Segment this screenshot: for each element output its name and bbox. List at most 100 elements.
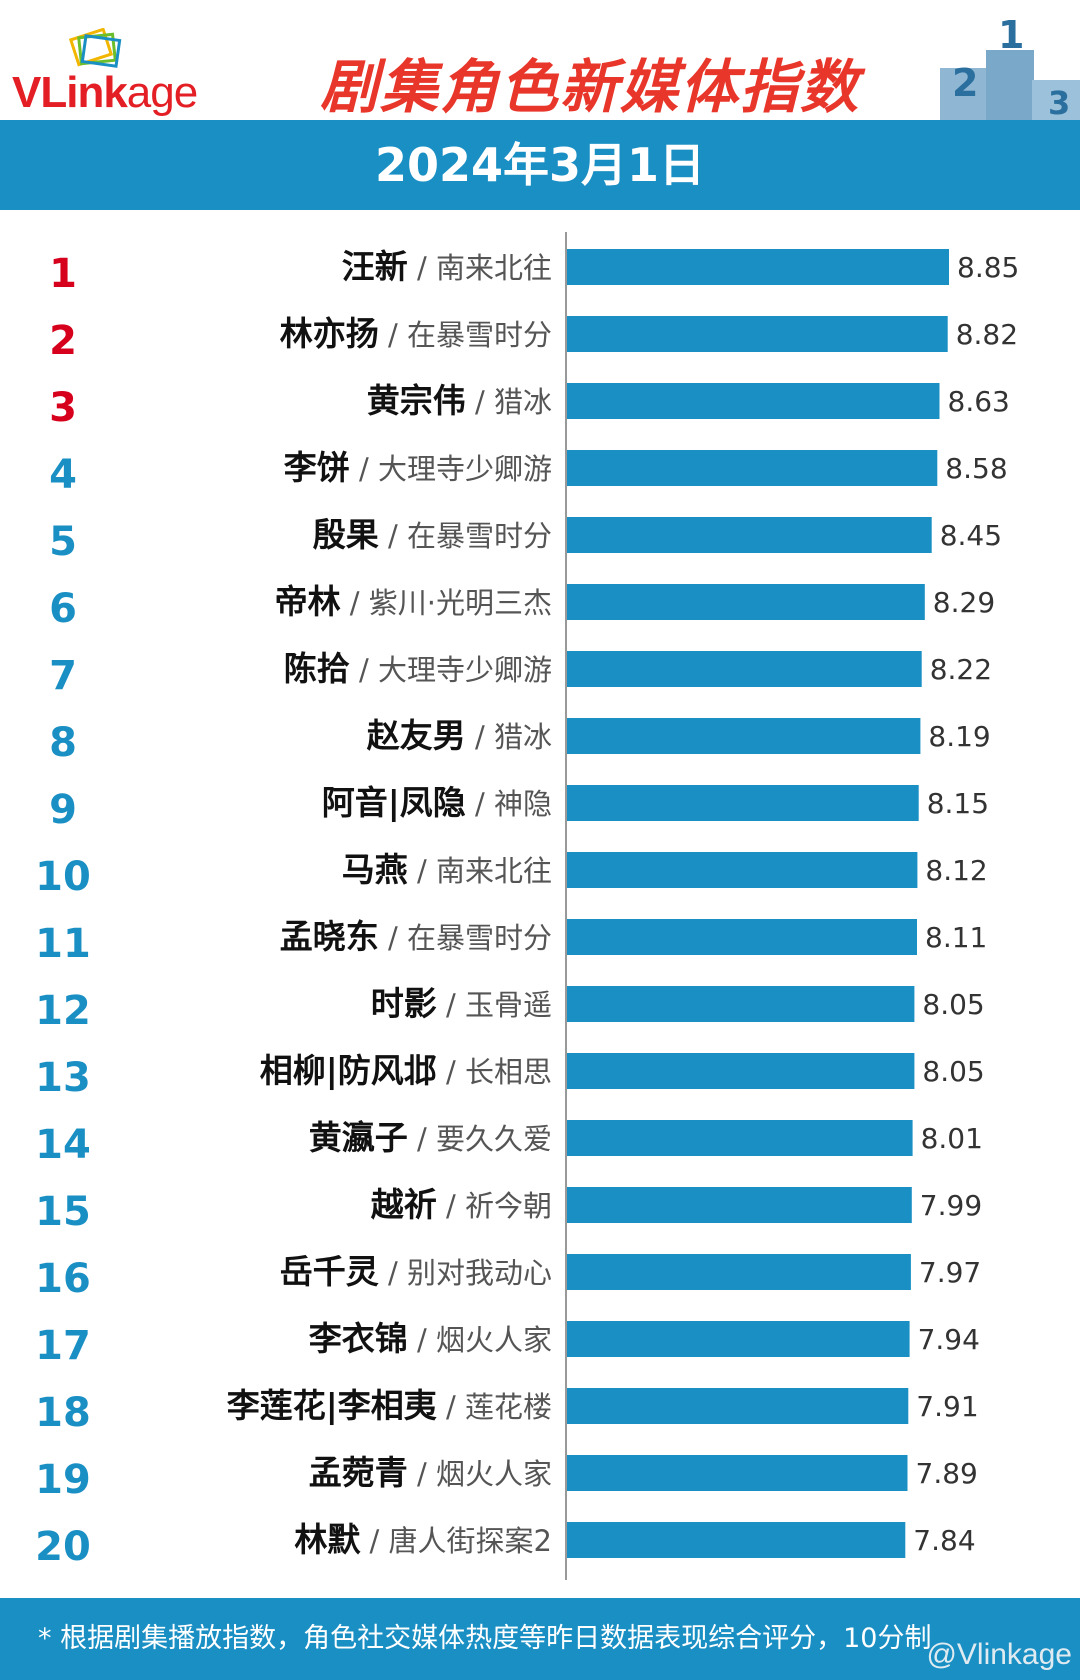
show-title: 别对我动心	[407, 1256, 552, 1290]
value-label: 8.05	[922, 1055, 984, 1088]
value-label: 8.85	[957, 251, 1019, 284]
character-name: 林亦扬	[280, 314, 379, 353]
value-label: 8.01	[921, 1122, 983, 1155]
row-label: 殷果 / 在暴雪时分	[313, 515, 552, 554]
row-label: 时影 / 玉骨遥	[371, 984, 552, 1023]
separator: /	[408, 1122, 436, 1156]
separator: /	[437, 1390, 465, 1424]
character-name: 帝林	[275, 582, 341, 621]
row-label: 赵友男 / 猎冰	[367, 716, 552, 755]
row-label: 相柳|防风邶 / 长相思	[260, 1051, 552, 1090]
value-label: 7.99	[920, 1189, 982, 1222]
row-label: 林默 / 唐人街探案2	[294, 1520, 552, 1559]
bar	[566, 785, 919, 821]
value-label: 8.58	[945, 452, 1007, 485]
value-label: 8.82	[956, 318, 1018, 351]
bar	[566, 1053, 915, 1089]
bar	[566, 1522, 906, 1558]
rank-number: 5	[49, 519, 77, 565]
date-band: 2024年3月1日	[0, 120, 1080, 210]
separator: /	[350, 653, 378, 687]
separator: /	[466, 720, 494, 754]
bar	[566, 1187, 912, 1223]
show-title: 紫川·光明三杰	[369, 586, 552, 620]
character-name: 陈拾	[284, 649, 350, 688]
value-label: 8.11	[925, 921, 987, 954]
separator: /	[379, 318, 407, 352]
rank-number: 2	[49, 318, 77, 364]
bar	[566, 1388, 909, 1424]
value-label: 8.22	[930, 653, 992, 686]
show-title: 长相思	[465, 1055, 552, 1089]
bar	[566, 1254, 911, 1290]
row-label: 李饼 / 大理寺少卿游	[284, 448, 552, 487]
footnote: * 根据剧集播放指数，角色社交媒体热度等昨日数据表现综合评分，10分制	[38, 1623, 932, 1654]
value-label: 8.29	[933, 586, 995, 619]
value-label: 7.84	[913, 1524, 975, 1557]
character-name: 阿音|凤隐	[322, 783, 466, 822]
character-name: 孟菀青	[309, 1453, 408, 1492]
show-title: 大理寺少卿游	[378, 452, 552, 486]
value-label: 7.97	[919, 1256, 981, 1289]
row-label: 岳千灵 / 别对我动心	[280, 1252, 552, 1291]
rank-number: 7	[49, 653, 77, 699]
rank-number: 13	[35, 1055, 91, 1101]
character-name: 越祈	[371, 1185, 437, 1224]
row-label: 陈拾 / 大理寺少卿游	[284, 649, 552, 688]
show-title: 莲花楼	[465, 1390, 552, 1424]
row-label: 黄宗伟 / 猎冰	[367, 381, 552, 420]
bar	[566, 986, 915, 1022]
weibo-watermark: @Vlinkage	[926, 1638, 1072, 1671]
bar	[566, 383, 940, 419]
page-title: 剧集角色新媒体指数	[320, 53, 861, 121]
bar	[566, 651, 922, 687]
value-label: 8.12	[925, 854, 987, 887]
rank-number: 12	[35, 988, 91, 1034]
row-label: 孟菀青 / 烟火人家	[309, 1453, 552, 1492]
rank-number: 4	[49, 452, 77, 498]
rank-number: 10	[35, 854, 91, 900]
bar	[566, 919, 917, 955]
logo-text: VLinkage	[12, 68, 198, 117]
value-label: 7.91	[916, 1390, 978, 1423]
character-name: 赵友男	[367, 716, 466, 755]
separator: /	[408, 1457, 436, 1491]
show-title: 玉骨遥	[465, 988, 552, 1022]
value-label: 8.05	[922, 988, 984, 1021]
separator: /	[360, 1524, 388, 1558]
rank-number: 9	[49, 787, 77, 833]
bar	[566, 450, 938, 486]
character-name: 李莲花|李相夷	[227, 1386, 437, 1425]
value-label: 8.63	[948, 385, 1010, 418]
podium-number-2: 2	[952, 61, 978, 105]
show-title: 烟火人家	[436, 1457, 552, 1491]
separator: /	[350, 452, 378, 486]
show-title: 要久久爱	[436, 1122, 552, 1156]
rank-number: 16	[35, 1256, 91, 1302]
bar	[566, 852, 918, 888]
character-name: 黄瀛子	[309, 1118, 408, 1157]
rank-number: 20	[35, 1524, 91, 1570]
podium-number-3: 3	[1048, 84, 1070, 120]
rank-number: 1	[49, 251, 77, 297]
value-label: 8.45	[940, 519, 1002, 552]
separator: /	[466, 385, 494, 419]
separator: /	[466, 787, 494, 821]
row-label: 黄瀛子 / 要久久爱	[309, 1118, 552, 1157]
show-title: 南来北往	[436, 854, 552, 888]
row-label: 林亦扬 / 在暴雪时分	[280, 314, 552, 353]
rank-number: 19	[35, 1457, 91, 1503]
show-title: 唐人街探案2	[389, 1524, 552, 1558]
bar	[566, 1455, 908, 1491]
rank-number: 3	[49, 385, 77, 431]
separator: /	[379, 1256, 407, 1290]
ranking-bar-chart: 8.85 1 汪新 / 南来北往 8.82 2 林亦扬 / 在暴雪时分 8.63 3 黄宗伟 /…	[35, 232, 1019, 1580]
show-title: 猎冰	[494, 720, 552, 754]
value-label: 8.15	[927, 787, 989, 820]
date-label: 2024年3月1日	[374, 138, 706, 192]
show-title: 神隐	[494, 787, 552, 821]
separator: /	[408, 1323, 436, 1357]
separator: /	[408, 854, 436, 888]
row-label: 越祈 / 祈今朝	[371, 1185, 552, 1224]
show-title: 在暴雪时分	[407, 519, 552, 553]
